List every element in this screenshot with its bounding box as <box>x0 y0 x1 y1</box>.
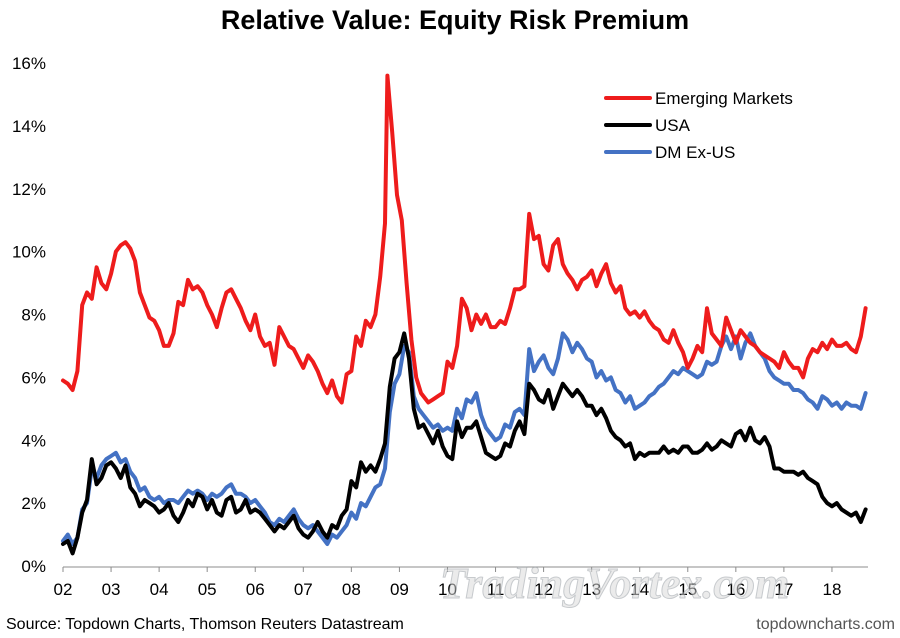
x-tick-label: 13 <box>582 580 601 599</box>
y-tick-label: 12% <box>12 180 46 199</box>
x-axis: 02 03 04 05 06 07 08 09 10 11 12 13 14 15 16 17 18 <box>54 566 868 599</box>
y-tick-label: 14% <box>12 117 46 136</box>
series-line-emerging-markets <box>61 73 868 405</box>
x-tick-label: 11 <box>487 580 505 599</box>
site-label: topdowncharts.com <box>756 616 895 633</box>
series-line-usa <box>61 331 868 556</box>
x-tick-label: 14 <box>630 580 649 599</box>
x-tick-label: 15 <box>678 580 697 599</box>
legend: Emerging Markets USA DM Ex-US <box>604 89 793 162</box>
x-tick-label: 18 <box>822 580 841 599</box>
x-tick-label: 09 <box>390 580 409 599</box>
legend-label-emerging-markets: Emerging Markets <box>655 89 793 108</box>
series-line-dm-ex-us <box>61 331 868 546</box>
y-tick-label: 10% <box>12 243 46 262</box>
y-tick-label: 0% <box>21 557 46 576</box>
x-tick-label: 04 <box>150 580 169 599</box>
x-tick-label: 12 <box>534 580 553 599</box>
series-lines <box>61 73 868 556</box>
y-tick-label: 2% <box>21 494 46 513</box>
y-tick-label: 8% <box>21 306 46 325</box>
x-tick-label: 06 <box>246 580 265 599</box>
y-tick-label: 6% <box>21 368 46 387</box>
x-tick-label: 10 <box>438 580 457 599</box>
source-note: Source: Topdown Charts, Thomson Reuters … <box>6 616 404 633</box>
legend-label-usa: USA <box>655 116 691 135</box>
watermark: TradingVortex.com <box>440 559 789 608</box>
x-tick-label: 02 <box>54 580 73 599</box>
y-tick-label: 16% <box>12 54 46 73</box>
chart-title: Relative Value: Equity Risk Premium <box>221 5 689 35</box>
legend-label-dm-ex-us: DM Ex-US <box>655 143 735 162</box>
x-tick-label: 07 <box>294 580 313 599</box>
x-tick-label: 05 <box>198 580 217 599</box>
x-tick-label: 03 <box>102 580 121 599</box>
x-tick-label: 08 <box>342 580 361 599</box>
y-axis: 0% 2% 4% 6% 8% 10% 12% 14% 16% <box>12 54 46 576</box>
x-tick-label: 17 <box>774 580 793 599</box>
x-tick-label: 16 <box>726 580 745 599</box>
y-tick-label: 4% <box>21 431 46 450</box>
